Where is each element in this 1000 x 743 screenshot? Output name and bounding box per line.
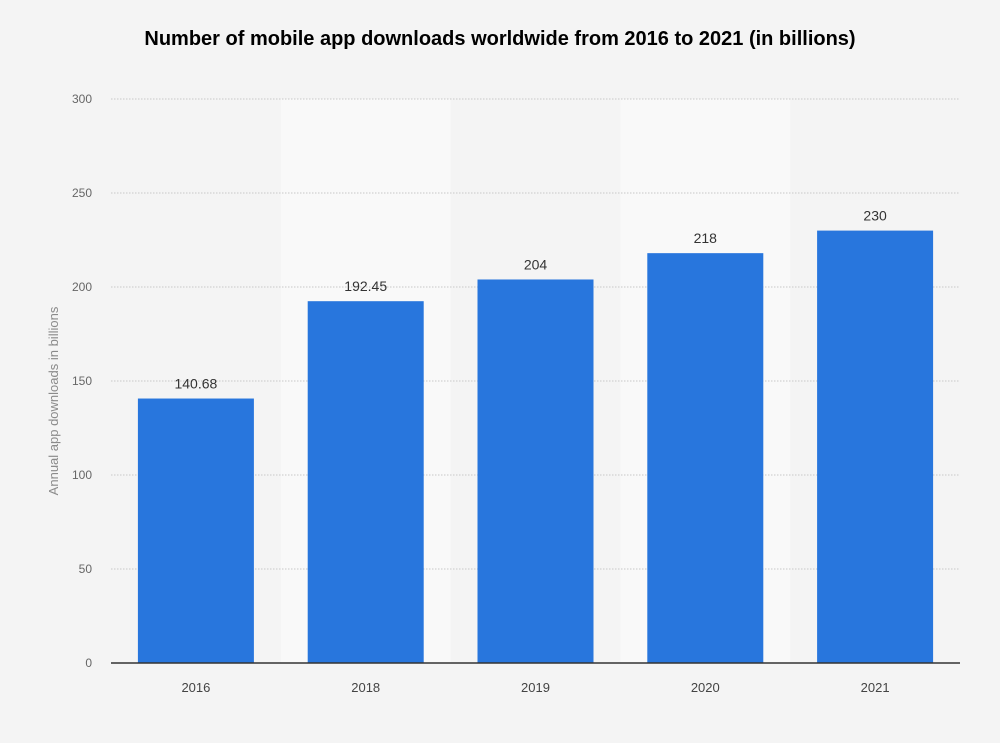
y-tick-label: 100 [72, 468, 92, 482]
y-tick-label: 150 [72, 374, 92, 388]
y-tick-label: 300 [72, 92, 92, 106]
x-tick-label: 2016 [181, 680, 210, 695]
x-tick-label: 2020 [691, 680, 720, 695]
x-tick-label: 2021 [861, 680, 890, 695]
y-tick-label: 50 [79, 562, 93, 576]
data-label: 230 [863, 208, 887, 224]
bar-2016 [137, 398, 254, 663]
data-label: 140.68 [174, 376, 217, 392]
data-label: 204 [524, 256, 548, 272]
y-tick-label: 200 [72, 280, 92, 294]
x-tick-label: 2019 [521, 680, 550, 695]
bar-2018 [307, 301, 424, 663]
bar-2021 [817, 230, 934, 663]
data-label: 192.45 [344, 278, 387, 294]
x-tick-label: 2018 [351, 680, 380, 695]
y-axis-label: Annual app downloads in billions [46, 306, 61, 495]
y-tick-label: 250 [72, 186, 92, 200]
y-tick-label: 0 [85, 656, 92, 670]
data-label: 218 [694, 230, 718, 246]
bar-2020 [647, 253, 764, 663]
bar-2019 [477, 279, 594, 663]
chart-title: Number of mobile app downloads worldwide… [144, 28, 856, 50]
